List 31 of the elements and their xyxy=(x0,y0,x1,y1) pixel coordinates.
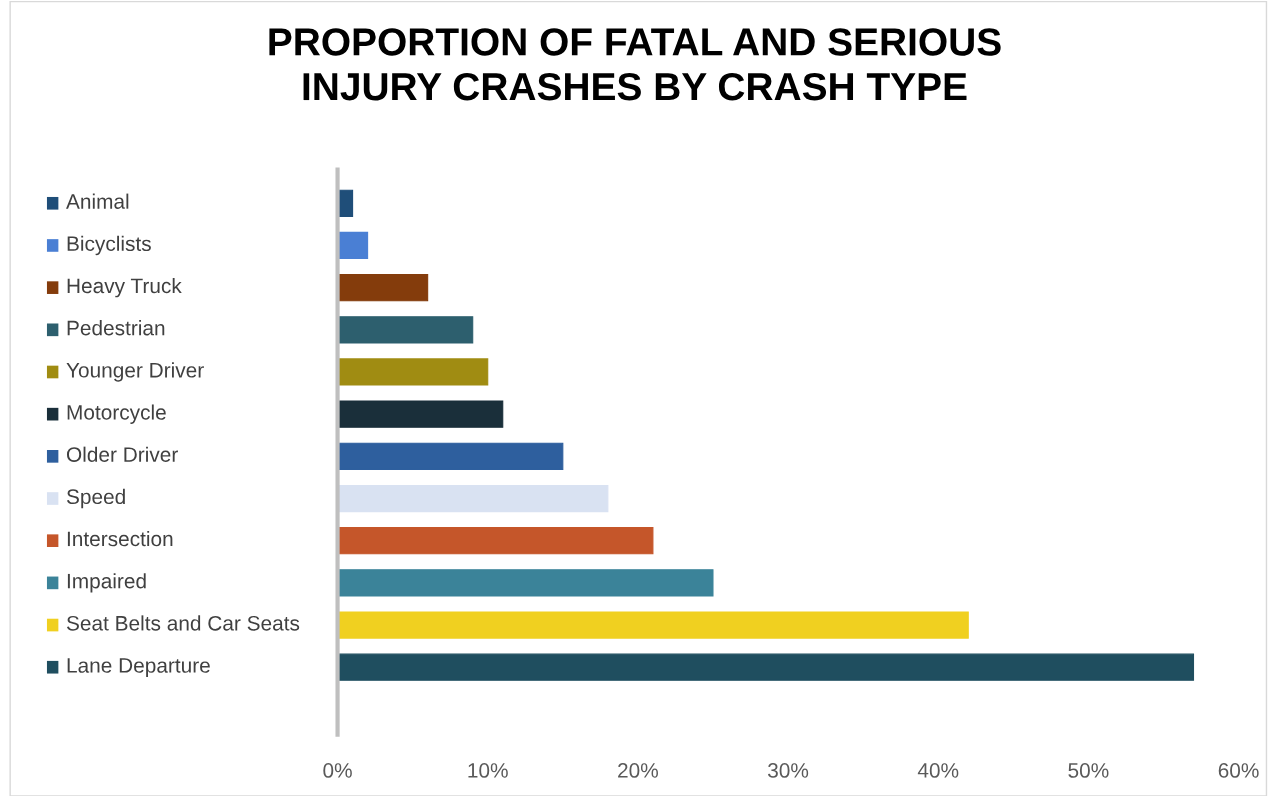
y-tick-label: Speed xyxy=(66,488,125,509)
chart-title: PROPORTION OF FATAL AND SERIOUS INJURY CRASHES BY CRASH TYPE xyxy=(269,28,1001,101)
y-tick-label: Intersection xyxy=(67,530,173,547)
y-tick-label: Impaired xyxy=(67,573,146,593)
bar xyxy=(337,274,429,302)
y-tick-label: Animal xyxy=(66,193,129,209)
bar xyxy=(337,358,489,386)
x-tick-label: 60% xyxy=(1218,763,1259,778)
bar xyxy=(337,569,714,597)
bar xyxy=(337,653,1195,681)
y-tick-label: Motorcycle xyxy=(67,404,166,424)
bar xyxy=(337,442,564,470)
bar xyxy=(337,611,969,639)
x-tick-label: 20% xyxy=(618,763,658,778)
y-tick-label: Younger Driver xyxy=(66,362,204,382)
x-tick-label: 10% xyxy=(468,763,508,778)
x-tick-label: 50% xyxy=(1068,763,1109,778)
bar xyxy=(337,231,369,260)
y-tick-label: Bicyclists xyxy=(67,235,151,256)
bar xyxy=(337,400,504,428)
y-tick-label: Heavy Truck xyxy=(67,277,182,298)
y-tick-label: Lane Departure xyxy=(67,658,210,677)
x-tick-label: 30% xyxy=(768,763,809,778)
y-tick-label: Seat Belts and Car Seats xyxy=(66,615,300,631)
x-tick-label: 0% xyxy=(323,763,352,778)
bar xyxy=(337,316,474,344)
x-tick-label: 40% xyxy=(917,763,959,778)
bar xyxy=(337,527,654,555)
y-tick-label: Older Driver xyxy=(66,446,178,462)
y-tick-label: Pedestrian xyxy=(67,320,165,336)
bar xyxy=(337,484,609,513)
